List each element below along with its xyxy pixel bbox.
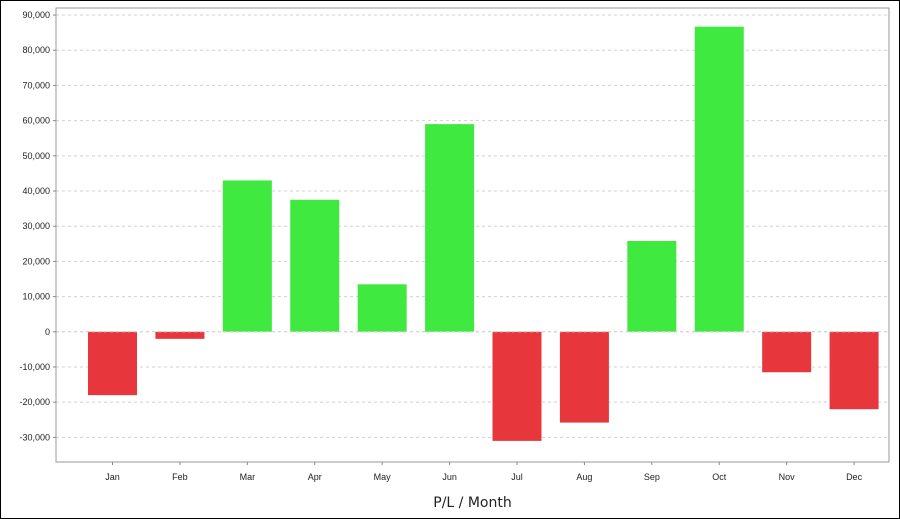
x-tick-label: Mar	[240, 472, 256, 482]
bar-oct	[694, 26, 744, 332]
y-tick-label: 60,000	[22, 116, 50, 126]
x-tick-label: Jul	[511, 472, 523, 482]
y-tick-label: 70,000	[22, 80, 50, 90]
x-tick-label: May	[374, 472, 392, 482]
y-tick-label: 30,000	[22, 221, 50, 231]
x-axis-label: P/L / Month	[433, 495, 511, 511]
x-axis-ticks: Jan Feb Mar Apr May Jun Jul Aug Sep Oct Nov Dec	[105, 462, 863, 482]
y-tick-label: 10,000	[22, 292, 50, 302]
x-tick-label: Feb	[172, 472, 188, 482]
bars	[88, 26, 879, 441]
x-tick-label: Jun	[442, 472, 457, 482]
bar-aug	[559, 331, 609, 423]
bar-sep	[627, 240, 677, 332]
bar-may	[357, 284, 407, 332]
y-tick-label: -20,000	[19, 397, 50, 407]
x-tick-label: Aug	[576, 472, 592, 482]
y-tick-label: 40,000	[22, 186, 50, 196]
x-tick-label: Jan	[105, 472, 120, 482]
y-tick-label: -10,000	[19, 362, 50, 372]
bar-apr	[290, 199, 340, 332]
bar-nov	[762, 331, 812, 373]
y-tick-label: 20,000	[22, 256, 50, 266]
bar-jun	[425, 124, 475, 332]
bar-feb	[155, 331, 205, 339]
y-axis-ticks: -30,000 -20,000 -10,000 0 10,000 20,000 30,000…	[19, 10, 56, 442]
y-tick-label: 90,000	[22, 10, 50, 20]
x-tick-label: Apr	[308, 472, 322, 482]
bar-mar	[222, 180, 272, 332]
y-tick-label: 0	[45, 327, 50, 337]
x-tick-label: Sep	[644, 472, 660, 482]
x-tick-label: Nov	[779, 472, 796, 482]
y-tick-label: -30,000	[19, 432, 50, 442]
bar-dec	[829, 331, 879, 410]
x-tick-label: Oct	[712, 472, 727, 482]
bar-jan	[88, 331, 137, 396]
bar-jul	[492, 331, 542, 441]
y-tick-label: 50,000	[22, 151, 50, 161]
y-tick-label: 80,000	[22, 45, 50, 55]
x-tick-label: Dec	[846, 472, 863, 482]
plot-area-border	[55, 7, 890, 463]
